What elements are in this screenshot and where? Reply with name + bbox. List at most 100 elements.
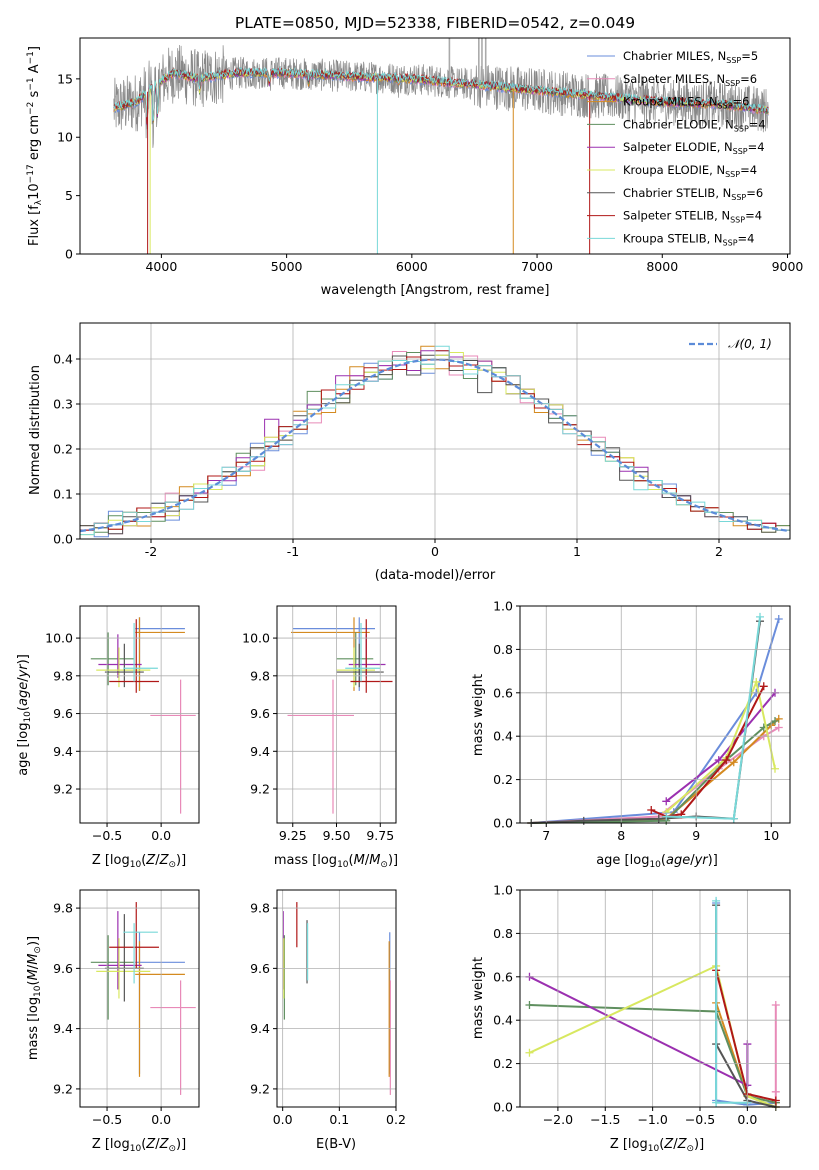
y-tick-label: 5 — [65, 188, 73, 203]
weight-series-line — [531, 618, 780, 824]
y-tick-label: 10.0 — [242, 631, 270, 646]
spectrum-x-axis-label: wavelength [Angstrom, rest frame] — [321, 283, 550, 298]
weight-point-marker — [525, 1048, 534, 1057]
errorbar-chabrier-elodie — [90, 632, 135, 686]
errorbar-chabrier-elodie — [336, 632, 374, 686]
y-tick-label: 0.3 — [53, 397, 73, 412]
legend-label-main: Kroupa STELIB, N — [623, 231, 723, 245]
errorbar-kroupa-miles — [135, 617, 185, 691]
residuals-y-axis-label: Normed distribution — [28, 365, 43, 495]
legend-label-main: Salpeter STELIB, N — [623, 209, 730, 223]
y-tick-label: 9.2 — [53, 782, 73, 797]
y-tick-label: 0.8 — [493, 642, 513, 657]
weight-point-marker — [525, 1001, 534, 1010]
weight-series-chabrier-stelib — [527, 617, 764, 827]
y-tick-label: 9.8 — [250, 901, 270, 916]
x-tick-label: 0.0 — [151, 1112, 171, 1127]
weight-series-line — [529, 1004, 777, 1104]
mass-vs-z-plot-area — [90, 902, 196, 1095]
spectrum-plot-area — [113, 38, 769, 254]
weight-series-chabrier-miles — [712, 899, 780, 1109]
y-tick-label: 15 — [57, 71, 73, 86]
weight-series-line — [531, 726, 780, 824]
weight-series-line — [531, 621, 761, 824]
weight-point-marker — [662, 812, 671, 821]
axes-frame — [519, 605, 791, 824]
x-tick-label: 9.75 — [366, 828, 394, 843]
y-tick-label: 1.0 — [493, 883, 513, 898]
y-tick-label: 0.2 — [53, 442, 73, 457]
age-vs-mass-axes: 9.25 9.50 9.75 9.2 9.4 9.6 9.8 10.0 — [242, 605, 397, 843]
legend-label-main: Kroupa MILES, N — [623, 95, 718, 109]
y-tick-label: 0.4 — [493, 729, 513, 744]
legend-label-kroupa-miles: Kroupa MILES, NSSP=6 — [623, 95, 749, 111]
mass-vs-ebv-axes: 0.0 0.1 0.2 9.2 9.4 9.6 9.8 — [250, 889, 406, 1127]
legend-label-main: Chabrier ELODIE, N — [623, 117, 734, 131]
weight-vs-z-panel: −2.0 −1.5 −1.0 −0.5 0.0 0.0 0.2 0.4 0.6 0.8 1.0 Z … — [471, 883, 791, 1154]
x-tick-label: 9.25 — [279, 828, 307, 843]
errorbar-salpeter-miles — [150, 679, 196, 814]
errorbar-salpeter-elodie — [98, 911, 142, 990]
x-tick-label: −0.5 — [685, 1112, 715, 1127]
weight-vs-age-plot-area — [527, 612, 783, 827]
legend-label-tail: =6 — [746, 186, 763, 200]
legend-label-tail: =4 — [738, 231, 755, 245]
x-tick-label: 8000 — [646, 259, 678, 274]
errorbar-salpeter-elodie — [98, 634, 142, 678]
legend-label-main: Salpeter ELODIE, N — [623, 140, 733, 154]
age-vs-z-x-axis-label: Z [log10(Z/Z⊙)] — [92, 853, 186, 870]
y-tick-label: 9.4 — [53, 1021, 73, 1036]
weight-series-chabrier-miles — [527, 615, 783, 827]
errorbar-kroupa-elodie — [336, 647, 375, 688]
y-tick-label: 0.4 — [493, 1013, 513, 1028]
legend-label-subscript: SSP — [718, 102, 733, 111]
weight-point-marker — [647, 805, 656, 814]
weight-point-marker — [771, 764, 779, 773]
normal-legend-label: 𝒩(0, 1) — [728, 337, 772, 351]
y-tick-label: 0.0 — [493, 816, 513, 831]
y-tick-label: 0.4 — [53, 352, 73, 367]
y-tick-label: 0.1 — [53, 487, 73, 502]
age-vs-mass-x-axis-label: mass [log10(M/M⊙)] — [274, 853, 398, 870]
legend-label-chabrier-miles: Chabrier MILES, NSSP=5 — [623, 49, 758, 65]
spectrum-y-axis-label: Flux [fλ10−17 erg cm−2 s−1 A−1] — [26, 46, 44, 246]
spectrum-panel: 4000 5000 6000 7000 8000 9000 0 5 10 15 wavelengt… — [26, 37, 804, 298]
errorbar-salpeter-stelib — [350, 619, 393, 693]
errorbar-chabrier-elodie — [90, 935, 135, 1020]
mass-vs-z-axes: −0.5 0.0 9.2 9.4 9.6 9.8 — [53, 889, 200, 1127]
y-tick-label: 9.6 — [53, 961, 73, 976]
weight-point-marker — [759, 682, 768, 691]
x-tick-label: 10 — [763, 828, 779, 843]
weight-vs-age-x-axis-label: age [log10(age/yr)] — [596, 853, 718, 870]
weight-point-marker — [712, 1098, 721, 1107]
figure-title: PLATE=0850, MJD=52338, FIBERID=0542, z=0… — [235, 14, 635, 32]
weight-series-line — [529, 975, 749, 1087]
y-tick-label: 1.0 — [493, 599, 513, 614]
residuals-x-axis-label: (data-model)/error — [375, 568, 496, 583]
weight-series-kroupa-elodie — [662, 677, 779, 817]
errorbar-kroupa-stelib — [123, 923, 158, 984]
legend-label-tail: =4 — [749, 117, 766, 131]
mass-vs-ebv-plot-area — [282, 902, 391, 1095]
y-tick-label: 9.8 — [53, 668, 73, 683]
legend-label-main: Chabrier STELIB, N — [623, 186, 731, 200]
weight-series-line — [666, 616, 761, 820]
errorbar-salpeter-miles — [287, 679, 354, 814]
spectrum-axes: 4000 5000 6000 7000 8000 9000 0 5 10 15 — [57, 37, 804, 274]
legend-label-salpeter-stelib: Salpeter STELIB, NSSP=4 — [623, 209, 762, 225]
mass-vs-ebv-x-axis-label: E(B-V) — [316, 1137, 356, 1152]
x-tick-label: 0.0 — [737, 1112, 757, 1127]
legend-label-tail: =4 — [748, 140, 765, 154]
x-tick-label: -2 — [145, 544, 157, 559]
weight-point-marker — [729, 758, 738, 767]
legend-label-tail: =5 — [741, 49, 758, 63]
weight-point-marker — [729, 814, 738, 823]
x-tick-label: 7 — [542, 828, 550, 843]
y-tick-label: 9.8 — [53, 901, 73, 916]
weight-series-salpeter-elodie — [525, 972, 752, 1090]
x-tick-label: 9000 — [772, 259, 804, 274]
y-tick-label: 10.0 — [45, 631, 73, 646]
residuals-panel: -2 -1 0 1 2 0.0 0.1 0.2 0.3 0.4 (data-model)/erro… — [28, 322, 791, 583]
errorbar-salpeter-miles — [150, 980, 196, 1095]
y-tick-label: 10 — [57, 130, 73, 145]
